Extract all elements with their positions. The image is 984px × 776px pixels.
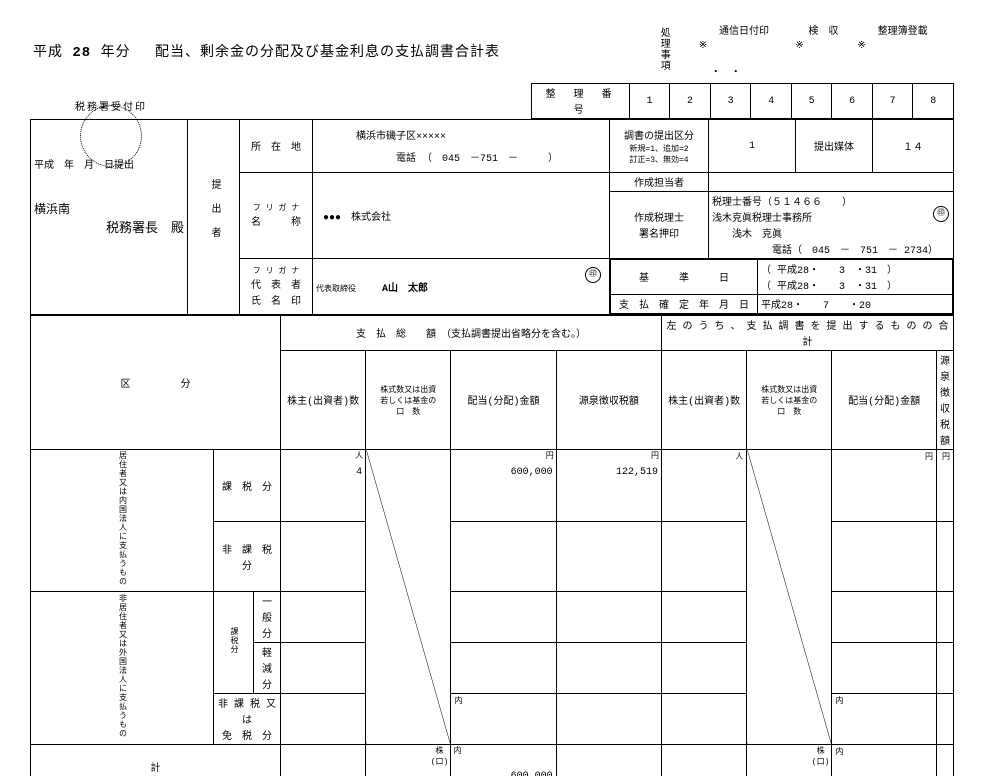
r4a-label: 非 課 税 又 は: [217, 695, 277, 727]
receipt-stamp-circle: [80, 105, 142, 167]
submitter-label: 提出者: [206, 179, 221, 251]
right-header: 左 の う ち 、 支 払 調 書 を 提 出 す る も の の 合 計: [662, 316, 954, 351]
base-date1: （ 平成28・ 3 ・31 ）: [761, 261, 949, 277]
mark1: ※: [699, 41, 707, 52]
tel-value: （ 045 －751 － ）: [422, 154, 558, 165]
uchi3: 内: [453, 745, 461, 756]
col-r2: 株式数又は出資 若しくは基金の 口 数: [747, 351, 832, 450]
unit-en3: 円: [925, 453, 933, 462]
shareholders: 4: [284, 467, 362, 478]
total-label: 計: [31, 745, 281, 776]
unit-kabu1: 株 (口): [431, 745, 449, 767]
seq5: 5: [791, 84, 832, 119]
unit-en2: 円: [651, 450, 659, 461]
g1-label: 居住者又は内国法人に支払うもの: [117, 451, 128, 586]
col-r1: 株主(出資者)数: [662, 351, 747, 450]
tax-office-name: 横浜南: [34, 200, 184, 217]
unit-en1: 円: [546, 450, 554, 461]
confirm-date: 平成28・ 7 ・20: [758, 295, 953, 314]
base-date-label: 基 準 日: [611, 260, 758, 295]
submit-type-note: 新規=1、追加=2 訂正=3、無効=4: [613, 143, 705, 165]
col-l3: 配当(分配)金額: [451, 351, 556, 450]
r4b-label: 免 税 分: [217, 727, 277, 743]
uchi2: 内: [832, 694, 937, 745]
col-l4: 源泉徴収税額: [556, 351, 661, 450]
uchi4: 内: [832, 745, 937, 776]
withholding: 122,519: [560, 467, 658, 478]
left-header: 支 払 総 額 （支払調書提出省略分を含む。）: [281, 316, 662, 351]
diag-l: [366, 450, 451, 745]
company-name: ●●● 株式会社: [313, 173, 610, 259]
media-label: 提出媒体: [796, 120, 873, 173]
tax-office: 浅木克眞税理士事務所: [712, 209, 950, 225]
furi-label: フ リ ガ ナ: [243, 202, 309, 213]
r3b-label: 軽 減 分: [254, 643, 281, 694]
r3a-label: 一 般 分: [254, 592, 281, 643]
submit-type-val: 1: [709, 120, 796, 173]
addr-value: 横浜市磯子区×××××: [356, 127, 606, 143]
submit-type-label: 調書の提出区分: [613, 127, 705, 143]
year-suffix: 年分: [101, 45, 131, 61]
r2-label: 非 課 税 分: [214, 522, 281, 592]
media-val: １４: [873, 120, 954, 173]
col-seiribo: 整理簿登載: [854, 21, 951, 39]
col-l2: 株式数又は出資 若しくは基金の 口 数: [366, 351, 451, 450]
tax-tel: （ 045 － 751 － 2734）: [792, 246, 938, 257]
rep-furi-label: フ リ ガ ナ: [243, 265, 309, 276]
col-r3: 配当(分配)金額: [832, 351, 937, 450]
seq-label: 整 理 番 号: [532, 84, 629, 119]
proc-label: 処理事項: [630, 21, 696, 80]
tax-office-suffix: 税務署長 殿: [34, 217, 184, 236]
seal-icon2: ㊞: [585, 267, 601, 283]
base-date2: （ 平成28・ 3 ・31 ）: [761, 277, 949, 293]
col-l1: 株主(出資者)数: [281, 351, 366, 450]
era: 平成: [33, 45, 63, 61]
year: 28: [72, 45, 91, 61]
seq2: 2: [670, 84, 711, 119]
tax-no: （５１４６６ ）: [762, 198, 852, 209]
uchi1: 内: [451, 694, 556, 745]
dots: ・ ・: [711, 68, 741, 79]
rep-label2: 氏 名 印: [243, 292, 309, 308]
seq7: 7: [872, 84, 913, 119]
col-r4: 源泉徴収税額: [937, 351, 954, 450]
kubun-label: 区 分: [31, 316, 281, 450]
creator-label: 作成担当者: [610, 173, 709, 192]
seq8: 8: [913, 84, 954, 119]
r3-group: 課税分: [228, 627, 239, 654]
unit-kabu2: 株 (口): [812, 745, 830, 767]
total-withholding: 122,519: [556, 745, 661, 776]
tax-name: 浅木 克眞: [732, 225, 950, 241]
col-kenshu: 検 収: [792, 21, 854, 39]
rep-name: A山 太郎: [382, 284, 428, 295]
mark2: ※: [792, 39, 854, 80]
seq4: 4: [751, 84, 792, 119]
rep-label1: 代 表 者: [243, 276, 309, 292]
total-shareholders: 4: [281, 745, 366, 776]
mark3: ※: [854, 39, 951, 80]
col-tsushin: 通信日付印: [696, 21, 793, 39]
g2-label: 非居住者又は外国法人に支払うもの: [117, 594, 128, 738]
r1-label: 課 税 分: [214, 450, 281, 522]
doc-title: 配当、剰余金の分配及び基金利息の支払調書合計表: [155, 45, 500, 61]
total-dividend: 600,000: [454, 771, 552, 776]
unit-nin: 人: [355, 450, 363, 461]
seq3: 3: [710, 84, 751, 119]
tax-tel-label: 電話: [772, 246, 792, 257]
unit-en4: 円: [942, 453, 950, 462]
rep-title: 代表取締役: [316, 285, 356, 294]
seq6: 6: [832, 84, 873, 119]
tel-label: 電話: [396, 154, 416, 165]
tax-no-label: 税理士番号: [712, 198, 762, 209]
confirm-label: 支 払 確 定 年 月 日: [611, 295, 758, 314]
addr-label: 所 在 地: [240, 120, 313, 173]
dividend: 600,000: [454, 467, 552, 478]
seq1: 1: [629, 84, 670, 119]
name-label: 名 称: [243, 213, 309, 229]
unit-nin2: 人: [735, 453, 743, 462]
tax-acct-label: 作成税理士 署名押印: [610, 192, 709, 259]
diag-r: [747, 450, 832, 745]
seal-icon: ㊞: [933, 206, 949, 222]
